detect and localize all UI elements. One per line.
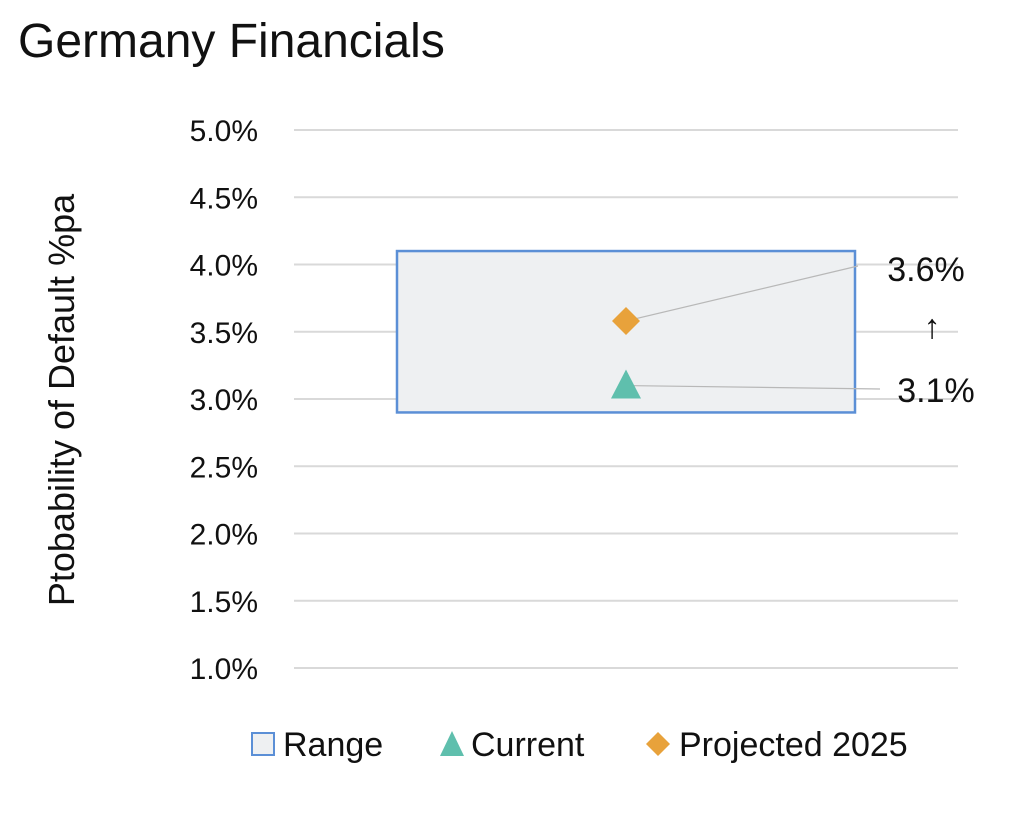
y-axis-label: Ptobability of Default %pa [41, 193, 82, 606]
current-marker [611, 369, 641, 399]
y-tick-label: 5.0% [190, 115, 258, 148]
legend: Range Current Projected 2025 [251, 726, 908, 764]
y-tick-label: 4.0% [190, 250, 258, 283]
legend-current-swatch [440, 731, 464, 756]
y-tick-label: 2.5% [190, 451, 258, 484]
up-arrow-annotation: ↑ [924, 308, 941, 346]
y-tick-labels: 1.0% 1.5% 2.0% 2.5% 3.0% 3.5% 4.0% 4.5% 5.0% [190, 115, 258, 686]
y-tick-label: 1.0% [190, 653, 258, 686]
current-label: 3.1% [897, 372, 975, 410]
projected-2025-marker [612, 306, 640, 335]
current-leader-line [625, 384, 881, 390]
y-tick-label: 3.5% [190, 317, 258, 350]
chart-title: Germany Financials [18, 15, 445, 68]
legend-projected-label: Projected 2025 [679, 726, 908, 764]
projected-2025-label: 3.6% [887, 251, 965, 289]
y-tick-label: 1.5% [190, 586, 258, 619]
legend-range-label: Range [283, 726, 383, 764]
legend-current-label: Current [471, 726, 585, 764]
legend-range-swatch [251, 732, 275, 756]
y-tick-label: 3.0% [190, 384, 258, 417]
y-tick-label: 2.0% [190, 519, 258, 552]
y-tick-label: 4.5% [190, 182, 258, 215]
legend-projected-swatch [646, 732, 670, 756]
projected-leader-line [625, 265, 859, 322]
